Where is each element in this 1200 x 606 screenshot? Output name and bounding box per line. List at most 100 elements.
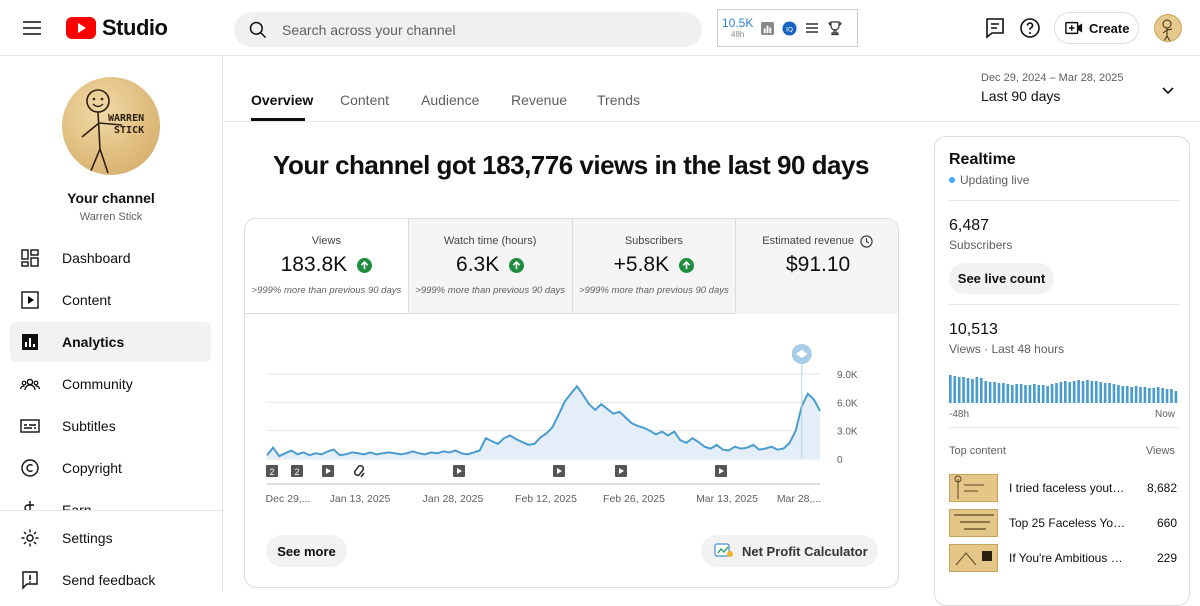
- realtime-bar[interactable]: [1033, 384, 1036, 403]
- tab-revenue[interactable]: Revenue: [511, 92, 568, 108]
- realtime-bar[interactable]: [1072, 381, 1076, 403]
- realtime-bar[interactable]: [953, 376, 957, 403]
- realtime-bar[interactable]: [1064, 381, 1067, 403]
- realtime-bar[interactable]: [1170, 389, 1173, 403]
- search-bar[interactable]: [234, 12, 702, 47]
- hamburger-menu-icon[interactable]: [20, 16, 44, 40]
- realtime-bar[interactable]: [1086, 380, 1089, 403]
- video-marker-icon[interactable]: [553, 465, 565, 477]
- channel-stats-widget[interactable]: 10.5K 48h IQ: [717, 9, 858, 47]
- sidebar-item-content[interactable]: Content: [10, 280, 211, 320]
- sidebar-item-analytics[interactable]: Analytics: [10, 322, 211, 362]
- chevron-down-icon[interactable]: [1160, 82, 1176, 98]
- realtime-bar[interactable]: [1050, 384, 1054, 403]
- count-marker-icon[interactable]: 2: [266, 465, 278, 477]
- date-range[interactable]: Dec 29, 2024 – Mar 28, 2025: [981, 72, 1124, 84]
- realtime-bar[interactable]: [1108, 383, 1111, 403]
- realtime-bar[interactable]: [1024, 385, 1027, 403]
- realtime-bar[interactable]: [1174, 391, 1178, 403]
- realtime-bar[interactable]: [1037, 385, 1041, 403]
- realtime-bar[interactable]: [993, 382, 996, 403]
- sidebar-item-subtitles[interactable]: Subtitles: [10, 406, 211, 446]
- video-marker-icon[interactable]: [322, 465, 334, 477]
- see-more-button[interactable]: See more: [266, 535, 347, 567]
- realtime-bar[interactable]: [949, 375, 952, 403]
- see-live-count-button[interactable]: See live count: [949, 263, 1054, 294]
- studio-logo[interactable]: Studio: [66, 15, 168, 41]
- realtime-bar[interactable]: [1125, 386, 1129, 403]
- realtime-bar[interactable]: [1121, 386, 1125, 403]
- realtime-bar[interactable]: [1019, 384, 1023, 403]
- realtime-bar[interactable]: [957, 377, 961, 403]
- realtime-bar[interactable]: [1103, 383, 1107, 403]
- realtime-bar[interactable]: [1143, 387, 1147, 403]
- count-marker-icon[interactable]: 2: [291, 465, 303, 477]
- top-content-row[interactable]: If You're Ambitious but ... 229: [949, 544, 1177, 572]
- help-icon[interactable]: [1018, 16, 1042, 40]
- realtime-bar[interactable]: [997, 383, 1001, 403]
- create-button[interactable]: Create: [1054, 12, 1139, 44]
- realtime-bar[interactable]: [1046, 386, 1049, 403]
- metric-tab-views[interactable]: Views 183.8K >999% more than previous 90…: [245, 219, 409, 314]
- metric-tab-watch-time[interactable]: Watch time (hours) 6.3K >999% more than …: [408, 219, 573, 314]
- extension-logo-icon[interactable]: IQ: [782, 20, 797, 36]
- tab-overview[interactable]: Overview: [251, 92, 314, 108]
- realtime-bar[interactable]: [1059, 382, 1063, 403]
- account-avatar[interactable]: [1154, 14, 1182, 42]
- net-profit-calculator-button[interactable]: Net Profit Calculator: [701, 535, 878, 567]
- realtime-bar[interactable]: [984, 381, 988, 403]
- realtime-bar[interactable]: [1139, 387, 1142, 403]
- realtime-bar[interactable]: [1081, 381, 1085, 403]
- realtime-bar[interactable]: [1094, 381, 1098, 403]
- realtime-bar-chart[interactable]: [949, 373, 1179, 403]
- realtime-bar[interactable]: [1148, 388, 1151, 403]
- realtime-bar[interactable]: [962, 377, 965, 403]
- sidebar-item-settings[interactable]: Settings: [10, 518, 211, 558]
- realtime-bar[interactable]: [1028, 385, 1032, 403]
- realtime-bar[interactable]: [1156, 387, 1160, 403]
- realtime-bar[interactable]: [1112, 384, 1116, 403]
- realtime-bar[interactable]: [1002, 383, 1005, 403]
- realtime-bar[interactable]: [1010, 385, 1014, 403]
- sidebar-item-send-feedback[interactable]: Send feedback: [10, 560, 211, 600]
- metric-tab-subscribers[interactable]: Subscribers +5.8K >999% more than previo…: [572, 219, 737, 314]
- list-icon[interactable]: [805, 21, 819, 35]
- tab-content[interactable]: Content: [340, 92, 390, 108]
- sidebar-item-dashboard[interactable]: Dashboard: [10, 238, 211, 278]
- realtime-bar[interactable]: [1090, 381, 1094, 403]
- realtime-bar[interactable]: [1165, 389, 1169, 403]
- realtime-bar[interactable]: [1130, 387, 1133, 403]
- video-marker-icon[interactable]: [715, 465, 727, 477]
- realtime-bar[interactable]: [971, 379, 974, 403]
- clock-icon[interactable]: [860, 235, 873, 248]
- realtime-bar[interactable]: [979, 378, 983, 403]
- realtime-bar[interactable]: [1152, 388, 1156, 403]
- realtime-bar[interactable]: [988, 382, 992, 403]
- realtime-bar[interactable]: [975, 377, 979, 403]
- realtime-bar[interactable]: [1134, 386, 1138, 403]
- video-marker-icon[interactable]: [615, 465, 627, 477]
- realtime-bar[interactable]: [1068, 382, 1072, 403]
- tab-audience[interactable]: Audience: [421, 92, 480, 108]
- realtime-bar[interactable]: [1117, 385, 1120, 403]
- channel-avatar[interactable]: WARREN STICK: [62, 77, 160, 175]
- comments-icon[interactable]: [983, 16, 1007, 40]
- realtime-bar[interactable]: [1161, 388, 1164, 403]
- realtime-bar[interactable]: [1015, 384, 1018, 403]
- search-input[interactable]: [282, 21, 662, 38]
- realtime-bar[interactable]: [1077, 380, 1080, 403]
- tab-trends[interactable]: Trends: [597, 92, 641, 108]
- sidebar-item-community[interactable]: Community: [10, 364, 211, 404]
- realtime-bar[interactable]: [1099, 382, 1103, 403]
- realtime-bar[interactable]: [1055, 383, 1058, 403]
- metric-tab-revenue[interactable]: Estimated revenue $91.10: [736, 219, 898, 314]
- top-content-row[interactable]: Top 25 Faceless Youtu... 660: [949, 509, 1177, 537]
- channel-title[interactable]: Your channel: [67, 190, 155, 206]
- top-content-row[interactable]: I tried faceless youtu... 8,682: [949, 474, 1177, 502]
- link-marker-icon[interactable]: [353, 464, 365, 478]
- realtime-bar[interactable]: [1041, 385, 1045, 403]
- date-period-label[interactable]: Last 90 days: [981, 88, 1061, 104]
- realtime-bar[interactable]: [1006, 384, 1010, 403]
- realtime-bar[interactable]: [966, 378, 970, 403]
- chart-line[interactable]: [266, 384, 821, 458]
